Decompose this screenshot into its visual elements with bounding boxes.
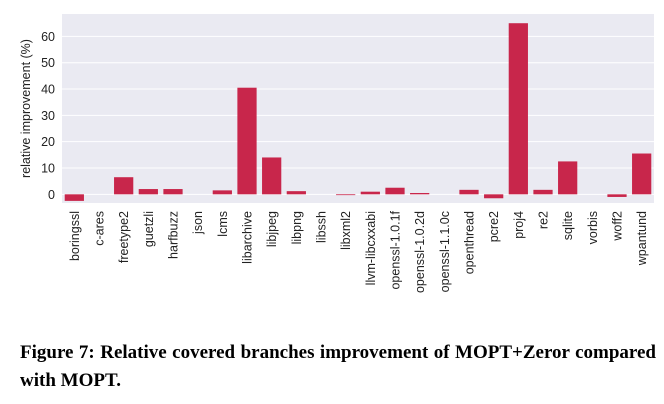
bar-boringssl bbox=[64, 194, 84, 201]
x-tick-label: sqlite bbox=[561, 211, 575, 240]
x-tick-label: openthread bbox=[463, 211, 477, 274]
bar-freetype2 bbox=[114, 177, 134, 195]
bar-lcms bbox=[212, 190, 232, 195]
bar-openssl-1.0.2d bbox=[410, 192, 430, 195]
x-tick-label: libpng bbox=[290, 211, 304, 244]
x-tick-label: lcms bbox=[216, 211, 230, 237]
bar-libjpeg bbox=[262, 157, 282, 195]
bar-wpantund bbox=[632, 153, 652, 195]
bar-openssl-1.0.1f bbox=[385, 187, 405, 195]
plot-area bbox=[62, 14, 654, 203]
bar-harfbuzz bbox=[163, 189, 183, 195]
x-tick-label: wpantund bbox=[635, 211, 649, 266]
bar-libarchive bbox=[237, 87, 257, 195]
bar-proj4 bbox=[508, 23, 528, 195]
bar-guetzli bbox=[138, 189, 158, 195]
x-tick-label: libarchive bbox=[241, 211, 255, 264]
x-tick-label: pcre2 bbox=[487, 211, 501, 242]
bar-woff2 bbox=[607, 194, 627, 197]
x-tick-label: woff2 bbox=[611, 211, 625, 242]
x-tick-label: libjpeg bbox=[265, 211, 279, 247]
bar-re2 bbox=[533, 189, 553, 195]
x-tick-label: llvm-libcxxabi bbox=[364, 211, 378, 285]
x-tick-label: openssl-1.1.0c bbox=[438, 211, 452, 292]
x-tick-label: vorbis bbox=[586, 211, 600, 244]
y-tick-label: 10 bbox=[41, 161, 55, 175]
x-tick-label: openssl-1.0.2d bbox=[413, 211, 427, 293]
bar-pcre2 bbox=[484, 194, 504, 199]
y-tick-label: 60 bbox=[41, 30, 55, 44]
y-tick-label: 30 bbox=[41, 109, 55, 123]
figure-caption: Figure 7: Relative covered branches impr… bbox=[20, 342, 656, 391]
y-axis-label: relative improvement (%) bbox=[19, 39, 33, 178]
y-axis-ticks: 0 10 20 30 40 50 60 bbox=[41, 30, 55, 202]
bar-openthread bbox=[459, 189, 479, 195]
x-tick-label: freetype2 bbox=[117, 211, 131, 263]
bars bbox=[64, 23, 652, 201]
x-tick-label: json bbox=[191, 211, 205, 235]
x-tick-label: guetzli bbox=[142, 211, 156, 247]
x-tick-label: re2 bbox=[537, 211, 551, 229]
y-tick-label: 0 bbox=[48, 188, 55, 202]
x-tick-label: openssl-1.0.1f bbox=[389, 210, 403, 289]
y-tick-label: 50 bbox=[41, 56, 55, 70]
bar-llvm-libcxxabi bbox=[360, 191, 380, 195]
x-axis-ticks: boringssl c-ares freetype2 guetzli harfbuzz j… bbox=[68, 210, 649, 293]
grid-lines bbox=[62, 35, 654, 195]
x-tick-label: libxml2 bbox=[339, 211, 353, 250]
x-tick-label: boringssl bbox=[68, 211, 82, 261]
y-tick-label: 40 bbox=[41, 83, 55, 97]
x-tick-label: libssh bbox=[315, 211, 329, 243]
y-tick-label: 20 bbox=[41, 135, 55, 149]
x-tick-label: proj4 bbox=[512, 211, 526, 239]
x-tick-label: c-ares bbox=[93, 211, 107, 246]
bar-libpng bbox=[286, 191, 306, 195]
bar-chart: 0 10 20 30 40 50 60 boringssl c-ares freetype2 gu… bbox=[19, 14, 654, 293]
bar-libxml2 bbox=[336, 194, 356, 196]
bar-sqlite bbox=[558, 161, 578, 195]
x-tick-label: harfbuzz bbox=[167, 211, 181, 259]
